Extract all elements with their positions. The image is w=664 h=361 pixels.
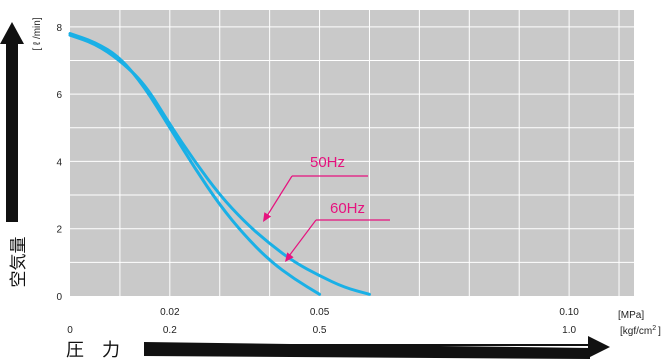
grid	[70, 10, 634, 296]
series-label-60Hz: 60Hz	[330, 200, 365, 217]
x-tick-label-kgf: 0.5	[313, 325, 327, 336]
y-unit-label: [ ℓ /min]	[32, 17, 43, 50]
series-line-60Hz	[68, 32, 322, 296]
x-tick-label-mpa: 0.02	[160, 307, 180, 318]
y-axis-arrow	[0, 22, 24, 222]
x-tick-labels-kgf: 0 0.2 0.5 1.0	[67, 325, 576, 336]
leader-arrowhead	[285, 252, 294, 262]
x-tick-labels-mpa: 0.02 0.05 0.10	[160, 307, 579, 318]
y-tick-label: 0	[56, 292, 62, 303]
plot-background	[70, 10, 634, 296]
series-line-50Hz	[68, 33, 371, 296]
y-tick-label: 6	[56, 90, 62, 101]
x-tick-label-mpa: 0.10	[559, 307, 579, 318]
series-label-50Hz: 50Hz	[310, 154, 345, 171]
plot-area: 50Hz 60Hz	[68, 10, 634, 296]
y-axis-label: 空気量	[9, 237, 28, 288]
y-tick-labels: 0 2 4 6 8	[56, 23, 62, 303]
y-tick-label: 8	[56, 23, 62, 34]
y-tick-label: 4	[56, 157, 62, 168]
x-unit-kgf: [kgf/cm2]	[620, 325, 661, 337]
x-tick-label-mpa: 0.05	[310, 307, 330, 318]
leader-arrowhead	[263, 212, 272, 222]
x-tick-label-kgf: 0.2	[163, 325, 177, 336]
y-tick-label: 2	[56, 225, 62, 236]
x-tick-label-kgf: 0	[67, 325, 73, 336]
leader-line	[288, 219, 317, 257]
x-tick-label-kgf: 1.0	[562, 325, 576, 336]
x-axis-arrow-body	[144, 342, 590, 359]
x-unit-mpa: [MPa]	[618, 310, 644, 321]
x-axis-label: 圧 力	[66, 340, 120, 360]
series-layer: 50Hz 60Hz	[68, 32, 390, 296]
leader-line	[266, 175, 293, 217]
